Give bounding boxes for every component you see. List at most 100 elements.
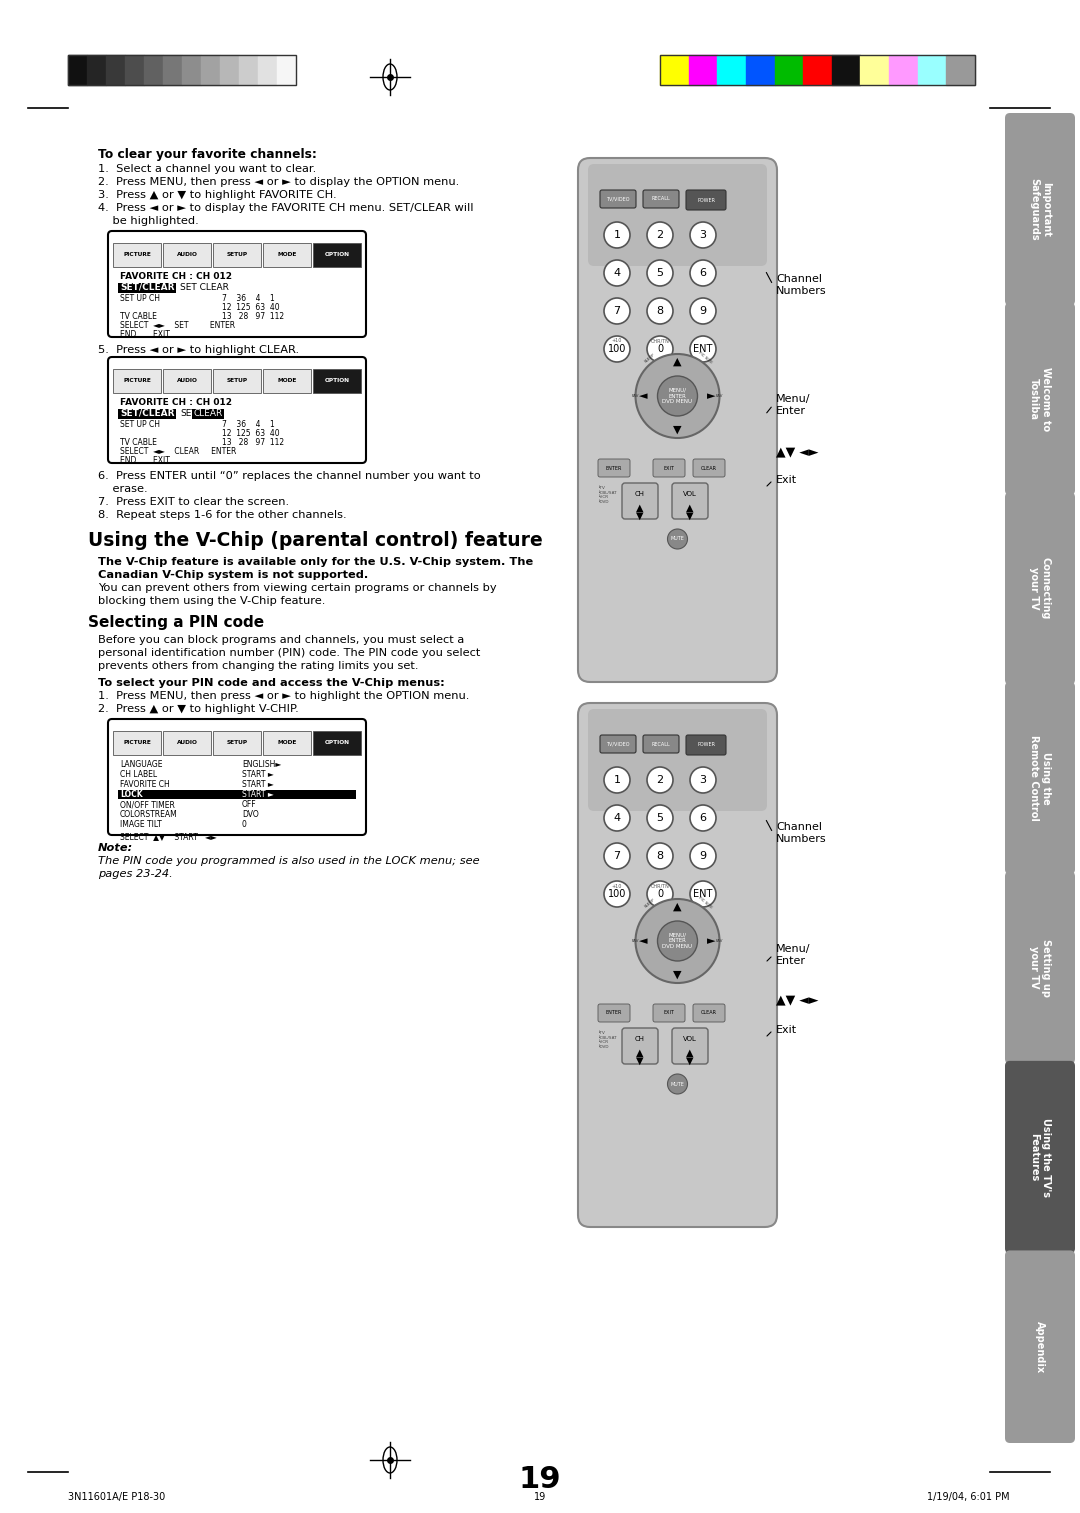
FancyBboxPatch shape <box>1005 1061 1075 1253</box>
Circle shape <box>690 843 716 868</box>
Text: PICTURE: PICTURE <box>123 253 151 257</box>
Circle shape <box>658 377 698 416</box>
FancyBboxPatch shape <box>1005 871 1075 1064</box>
Bar <box>264 369 311 393</box>
Text: ▲: ▲ <box>686 502 693 513</box>
Text: CLEAR: CLEAR <box>701 466 717 471</box>
Circle shape <box>667 1074 688 1094</box>
Text: blocking them using the V-Chip feature.: blocking them using the V-Chip feature. <box>98 596 325 607</box>
Bar <box>68 54 296 85</box>
Bar <box>264 244 311 266</box>
Text: ▼: ▼ <box>673 425 681 436</box>
Text: MODE: MODE <box>278 378 297 383</box>
Text: +10: +10 <box>611 884 622 888</box>
Text: 7.  Press EXIT to clear the screen.: 7. Press EXIT to clear the screen. <box>98 496 289 507</box>
Bar <box>832 54 861 85</box>
Text: Before you can block programs and channels, you must select a: Before you can block programs and channe… <box>98 635 464 645</box>
Text: SETUP: SETUP <box>227 378 247 383</box>
FancyBboxPatch shape <box>1005 1250 1075 1443</box>
Text: ▲: ▲ <box>636 502 644 513</box>
Bar <box>163 54 183 85</box>
Text: Welcome to
Toshiba: Welcome to Toshiba <box>1029 366 1051 431</box>
Circle shape <box>635 354 719 437</box>
Text: DVO: DVO <box>242 809 259 819</box>
Text: 5: 5 <box>657 812 663 823</box>
Text: 8: 8 <box>657 850 663 861</box>
Text: ▲▼ ◄►: ▲▼ ◄► <box>777 994 819 1006</box>
Circle shape <box>604 881 630 906</box>
Text: ENGLISH►: ENGLISH► <box>242 760 281 769</box>
Bar <box>313 369 361 393</box>
FancyBboxPatch shape <box>1005 492 1075 685</box>
Text: Note:: Note: <box>98 843 133 853</box>
Bar <box>774 54 804 85</box>
Text: SET: SET <box>180 409 197 418</box>
Text: SELECT  ◄►    CLEAR     ENTER: SELECT ◄► CLEAR ENTER <box>120 446 237 455</box>
Text: 4.  Press ◄ or ► to display the FAVORITE CH menu. SET/CLEAR will: 4. Press ◄ or ► to display the FAVORITE … <box>98 203 473 213</box>
Text: 1/19/04, 6:01 PM: 1/19/04, 6:01 PM <box>928 1492 1010 1502</box>
Text: Channel
Numbers: Channel Numbers <box>777 274 826 297</box>
Text: 3: 3 <box>700 775 706 785</box>
FancyBboxPatch shape <box>108 357 366 463</box>
Circle shape <box>604 767 630 793</box>
Text: Exit: Exit <box>777 475 797 486</box>
Text: ►: ► <box>707 390 716 401</box>
Text: ▲▼ ◄►: ▲▼ ◄► <box>777 445 819 458</box>
Text: prevents others from changing the rating limits you set.: prevents others from changing the rating… <box>98 661 419 670</box>
Text: 7    36    4    1: 7 36 4 1 <box>222 421 274 430</box>
Text: └TV
└CBL/SAT
└VCR
└DVD: └TV └CBL/SAT └VCR └DVD <box>598 1030 618 1049</box>
Text: FAV: FAV <box>716 393 724 398</box>
Text: FAV: FAV <box>716 940 724 943</box>
Text: PIC SIZE: PIC SIZE <box>698 351 713 365</box>
FancyBboxPatch shape <box>108 719 366 835</box>
Bar <box>163 244 211 266</box>
Bar <box>213 369 261 393</box>
Text: PICTURE: PICTURE <box>123 378 151 383</box>
Bar <box>125 54 144 85</box>
Text: CH LABEL: CH LABEL <box>120 770 157 779</box>
Text: LOCK: LOCK <box>120 790 143 799</box>
Text: START ►: START ► <box>242 790 273 799</box>
Text: POWER: POWER <box>697 743 715 747</box>
Text: RECALL: RECALL <box>651 741 671 746</box>
Text: EXIT: EXIT <box>663 1011 675 1015</box>
Text: EXIT: EXIT <box>663 466 675 471</box>
Circle shape <box>647 336 673 362</box>
Bar <box>313 244 361 266</box>
Bar <box>113 369 161 393</box>
Text: VOL: VOL <box>683 492 697 496</box>
Text: be highlighted.: be highlighted. <box>98 216 199 225</box>
Text: Menu/
Enter: Menu/ Enter <box>777 944 810 965</box>
Circle shape <box>647 881 673 906</box>
Bar <box>163 731 211 755</box>
Text: 4: 4 <box>613 812 621 823</box>
Text: 7: 7 <box>613 306 621 316</box>
Bar <box>144 54 163 85</box>
FancyBboxPatch shape <box>578 704 777 1227</box>
FancyBboxPatch shape <box>108 231 366 337</box>
Bar <box>689 54 717 85</box>
Text: FAV: FAV <box>632 393 639 398</box>
FancyBboxPatch shape <box>622 1027 658 1064</box>
Text: ▲: ▲ <box>636 1049 644 1058</box>
Circle shape <box>647 260 673 286</box>
Text: 13   28   97  112: 13 28 97 112 <box>222 312 284 321</box>
Text: Using the
Remote Control: Using the Remote Control <box>1029 735 1051 822</box>
FancyBboxPatch shape <box>598 1005 630 1021</box>
Text: IMAGE TILT: IMAGE TILT <box>120 820 162 829</box>
Text: SET/CLEAR: SET/CLEAR <box>120 409 175 418</box>
Text: 100: 100 <box>608 343 626 354</box>
Text: ▼: ▼ <box>636 511 644 520</box>
Text: 1.  Press MENU, then press ◄ or ► to highlight the OPTION menu.: 1. Press MENU, then press ◄ or ► to high… <box>98 691 470 701</box>
FancyBboxPatch shape <box>600 735 636 753</box>
Circle shape <box>647 843 673 868</box>
Circle shape <box>604 260 630 286</box>
Text: COLORSTREAM: COLORSTREAM <box>120 809 178 819</box>
Bar <box>746 54 774 85</box>
Bar <box>276 54 296 85</box>
Text: START ►: START ► <box>242 781 273 788</box>
FancyBboxPatch shape <box>653 458 685 477</box>
Circle shape <box>647 298 673 324</box>
Text: ON/OFF TIMER: ON/OFF TIMER <box>120 800 175 809</box>
Circle shape <box>690 336 716 362</box>
